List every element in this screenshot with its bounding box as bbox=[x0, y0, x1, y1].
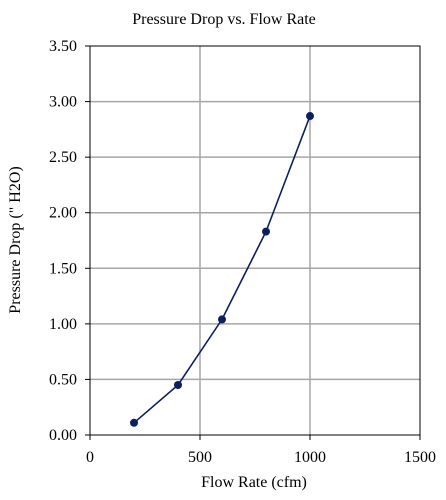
x-tick-label: 0 bbox=[86, 449, 94, 466]
chart-title: Pressure Drop vs. Flow Rate bbox=[132, 11, 316, 28]
data-point bbox=[218, 315, 226, 324]
x-axis-ticks: 0 500 1000 1500 bbox=[86, 435, 436, 466]
data-point bbox=[130, 418, 138, 427]
data-point bbox=[306, 112, 314, 121]
y-tick-label: 3.00 bbox=[49, 94, 77, 111]
x-axis-label: Flow Rate (cfm) bbox=[201, 474, 307, 491]
x-tick-label: 500 bbox=[188, 449, 212, 466]
x-tick-label: 1000 bbox=[294, 449, 326, 466]
plot-area bbox=[89, 45, 421, 436]
y-tick-label: 2.50 bbox=[49, 149, 77, 166]
gridlines bbox=[90, 46, 420, 435]
series-layer bbox=[130, 112, 314, 427]
data-point bbox=[262, 227, 270, 236]
series-line bbox=[133, 115, 311, 424]
data-point bbox=[174, 380, 182, 389]
y-axis-label: Pressure Drop (" H2O) bbox=[7, 166, 24, 313]
y-tick-label: 2.00 bbox=[49, 205, 77, 222]
y-tick-label: 1.00 bbox=[49, 316, 77, 333]
y-tick-label: 0.00 bbox=[49, 427, 77, 444]
y-tick-label: 0.50 bbox=[49, 371, 77, 388]
y-tick-label: 3.50 bbox=[49, 38, 77, 55]
y-tick-label: 1.50 bbox=[49, 260, 77, 277]
y-axis-ticks: 0.00 0.50 1.00 1.50 2.00 2.50 3.00 3.50 bbox=[49, 38, 90, 444]
x-tick-label: 1500 bbox=[404, 449, 436, 466]
